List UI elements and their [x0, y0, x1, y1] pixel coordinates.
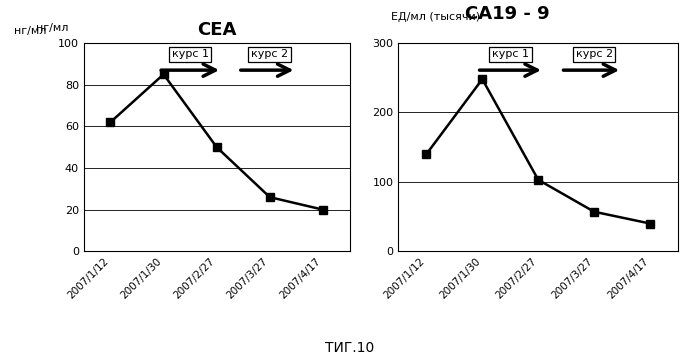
Text: CA19 - 9: CA19 - 9 — [465, 5, 549, 23]
Text: курс 2: курс 2 — [251, 49, 289, 59]
Text: курс 2: курс 2 — [575, 49, 613, 59]
Text: нг/мл: нг/мл — [36, 23, 69, 33]
Text: курс 1: курс 1 — [492, 49, 528, 59]
Text: ΤИГ.10: ΤИГ.10 — [325, 341, 374, 355]
Title: CEA: CEA — [197, 21, 236, 39]
Text: курс 1: курс 1 — [172, 49, 208, 59]
Text: нг/мл: нг/мл — [14, 26, 46, 36]
Text: ЕД/мл (тысячи): ЕД/мл (тысячи) — [391, 11, 484, 22]
